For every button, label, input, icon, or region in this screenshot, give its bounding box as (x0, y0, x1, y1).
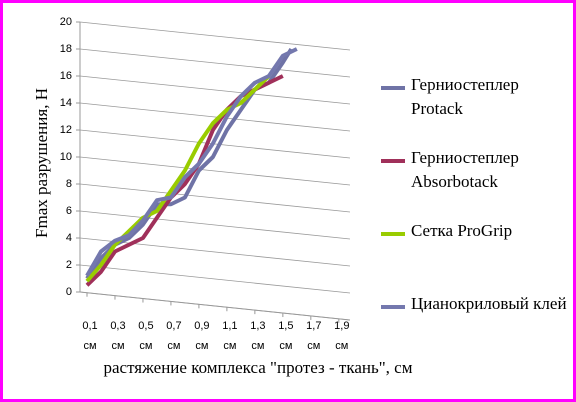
grid-line (79, 237, 351, 267)
y-tick-label: 8 (66, 178, 72, 190)
x-tick-label: 0,5 см (138, 320, 154, 352)
grid-line (79, 75, 351, 105)
series-line (85, 74, 271, 283)
grid-line (79, 129, 351, 159)
x-tick-label: 1,7 см (306, 320, 322, 352)
x-axis-label: растяжение комплекса "протез - ткань", с… (104, 358, 413, 377)
grid-line (79, 21, 351, 51)
x-tick-label: 0,7 см (166, 320, 182, 352)
legend-label: Герниостеплер Protack (411, 75, 519, 118)
series-line (85, 47, 298, 277)
x-tick-label: 1,1 см (222, 320, 238, 352)
grid-line (79, 48, 351, 78)
x-tick-label: 1,9 см (334, 320, 350, 352)
y-tick-label: 16 (60, 70, 72, 82)
legend-label: Цианокриловый клей (411, 294, 567, 313)
plot: Fmax разрушения, Н растяжение комплекса … (32, 16, 413, 377)
y-tick-label: 0 (66, 286, 72, 298)
y-tick-label: 14 (60, 97, 72, 109)
x-tick-label: 0,9 см (194, 320, 210, 352)
x-tick-label: 0,1 см (82, 320, 98, 352)
legend-label: Герниостеплер Absorbotack (411, 148, 519, 191)
legend-label: Сетка ProGrip (411, 221, 513, 240)
grid-line (79, 183, 351, 213)
y-tick-label: 18 (60, 43, 72, 55)
y-tick-label: 4 (66, 232, 72, 244)
x-tick-label: 1,5 см (278, 320, 294, 352)
grid-line (79, 156, 351, 186)
y-tick-label: 10 (60, 151, 72, 163)
grid-line (79, 264, 351, 294)
y-tick-label: 2 (66, 259, 72, 271)
grid-line (79, 210, 351, 240)
y-axis-label: Fmax разрушения, Н (32, 88, 51, 238)
grid-line (79, 102, 351, 132)
y-tick-label: 12 (60, 124, 72, 136)
x-axis (79, 291, 351, 321)
y-tick-label: 6 (66, 205, 72, 217)
y-tick-label: 20 (60, 16, 72, 28)
x-tick-label: 0,3 см (110, 320, 126, 352)
x-tick-label: 1,3 см (250, 320, 266, 352)
